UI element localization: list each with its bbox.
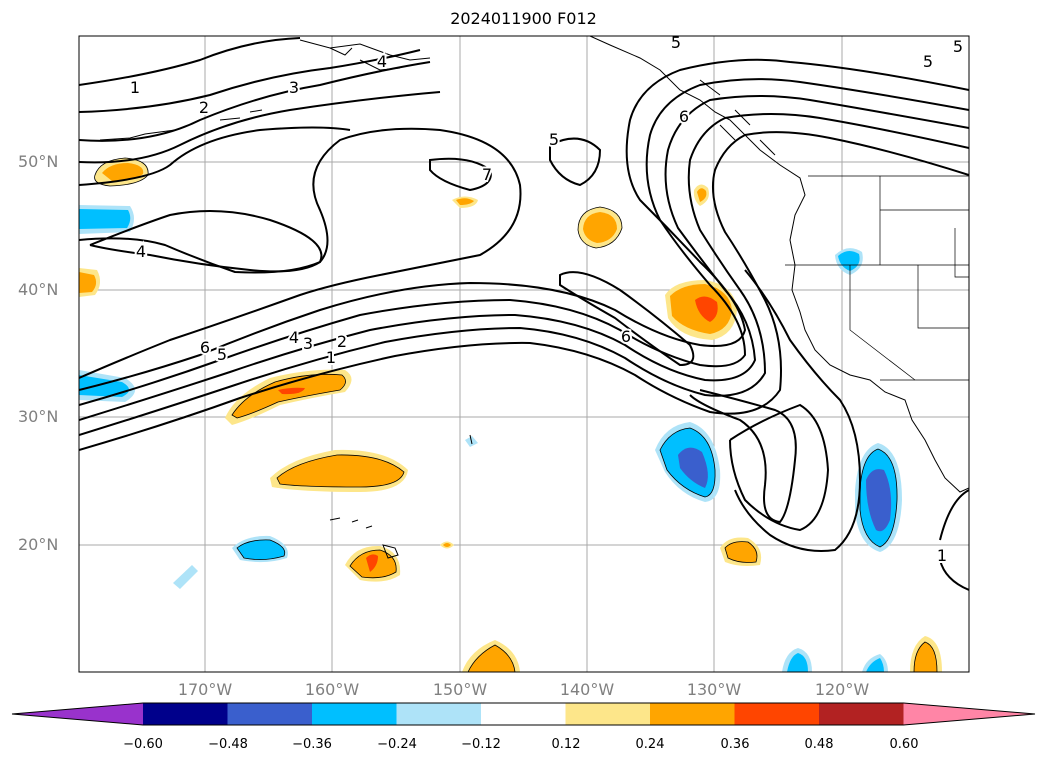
contour-label: 3: [303, 334, 313, 353]
coastlines: [99, 36, 969, 559]
colorbar-tick: 0.60: [889, 737, 919, 752]
contour-label: 5: [217, 345, 227, 364]
map-title: 2024011900 F012: [450, 9, 597, 28]
contour-label: 5: [953, 37, 963, 56]
contour-label: 6: [621, 327, 631, 346]
contour-lines: [79, 37, 969, 591]
colorbar-tick: −0.48: [208, 737, 248, 752]
lat-label-20n: 20°N: [18, 535, 59, 554]
colorbar-segment: [12, 703, 143, 725]
contour-label: 6: [200, 338, 210, 357]
colorbar-segment: [227, 703, 313, 725]
colorbar-segment: [650, 703, 736, 725]
anomaly-fill-negative: [79, 205, 902, 672]
contour-label: 3: [289, 78, 299, 97]
anomaly-outlines: [94, 157, 938, 672]
colorbar-segment: [481, 703, 567, 725]
lon-label-150w: 150°W: [432, 680, 488, 699]
colorbar-segment: [565, 703, 651, 725]
lat-label-40n: 40°N: [18, 280, 59, 299]
contour-label: 7: [482, 165, 492, 184]
colorbar-tick: 0.24: [635, 737, 665, 752]
map-frame: [78, 35, 970, 673]
contour-labels: 1 2 3 4 5 6 7 5 5 5 4 6 5 4 3 2 1 6 1: [128, 33, 965, 567]
colorbar-segment: [312, 703, 398, 725]
colorbar-tick: −0.60: [123, 737, 163, 752]
lon-label-130w: 130°W: [686, 680, 742, 699]
colorbar-tick: 0.12: [551, 737, 581, 752]
contour-label: 4: [136, 242, 146, 261]
colorbar-tick: −0.12: [461, 737, 501, 752]
lat-label-30n: 30°N: [18, 407, 59, 426]
contour-label: 4: [289, 328, 299, 347]
state-borders: [785, 175, 969, 381]
colorbar-segment: [819, 703, 905, 725]
contour-label: 4: [377, 52, 387, 71]
colorbar-tick: −0.24: [377, 737, 417, 752]
lon-label-160w: 160°W: [304, 680, 360, 699]
colorbar-tick: 0.36: [720, 737, 750, 752]
colorbar-segment: [143, 703, 229, 725]
lon-label-120w: 120°W: [814, 680, 870, 699]
colorbar: [11, 702, 1036, 726]
colorbar-tick: −0.36: [292, 737, 332, 752]
gridlines: [79, 36, 969, 672]
contour-label: 1: [326, 348, 336, 367]
contour-label: 2: [337, 332, 347, 351]
contour-label: 5: [923, 52, 933, 71]
colorbar-segment: [903, 703, 1035, 725]
colorbar-segment: [734, 703, 820, 725]
contour-label: 1: [937, 546, 947, 565]
contour-label: 2: [199, 98, 209, 117]
lon-label-170w: 170°W: [177, 680, 233, 699]
colorbar-outline: [11, 702, 1036, 726]
colorbar-segment: [396, 703, 482, 725]
lon-label-140w: 140°W: [559, 680, 615, 699]
contour-label: 5: [671, 33, 681, 52]
lat-label-50n: 50°N: [18, 152, 59, 171]
contour-label: 5: [549, 130, 559, 149]
contour-label: 6: [679, 107, 689, 126]
contour-label: 1: [130, 78, 140, 97]
colorbar-tick: 0.48: [804, 737, 834, 752]
